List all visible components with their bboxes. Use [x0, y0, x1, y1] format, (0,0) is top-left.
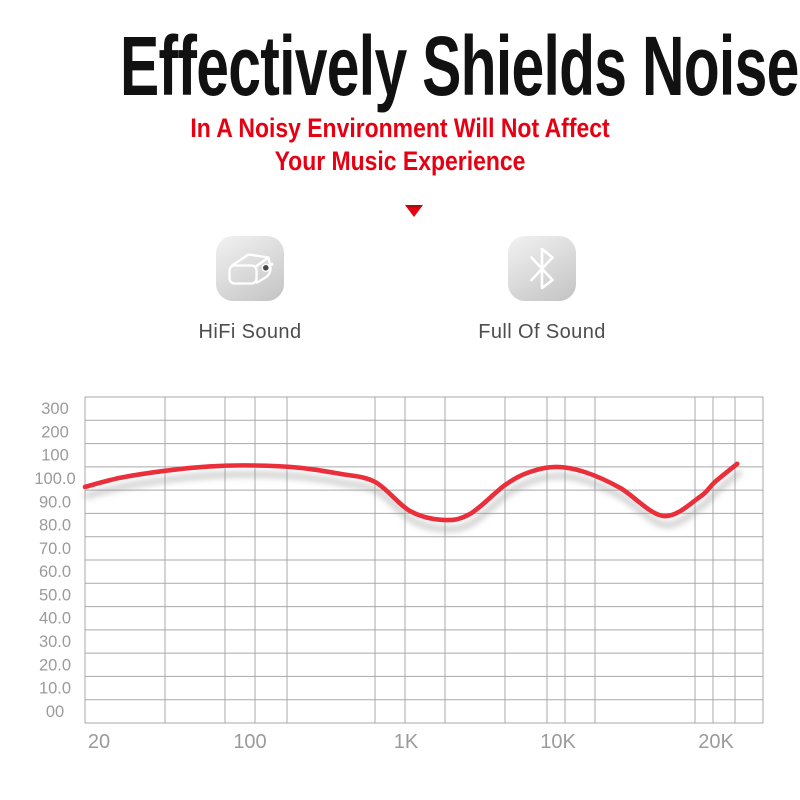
y-tick-label: 70.0 — [39, 540, 71, 558]
feature-full-of-sound: Full Of Sound — [442, 236, 642, 344]
x-tick-label: 100 — [233, 731, 266, 753]
y-tick-label: 80.0 — [39, 517, 71, 535]
y-tick-label: 20.0 — [39, 656, 71, 674]
feature-hifi-sound: HiFi Sound — [150, 236, 350, 344]
y-tick-label: 300 — [41, 400, 69, 418]
x-axis-labels: 20 100 1K 10K 20K — [88, 731, 735, 753]
y-tick-label: 40.0 — [39, 610, 71, 628]
y-axis-labels: 300 200 100 100.0 90.0 80.0 70.0 60.0 50.0 40.0 30… — [34, 400, 75, 721]
y-tick-label: 00 — [46, 703, 64, 721]
y-tick-label: 90.0 — [39, 493, 71, 511]
bluetooth-icon — [508, 236, 576, 301]
curve-shadow — [84, 470, 742, 532]
earbud-driver-icon — [216, 236, 284, 301]
response-curve — [82, 461, 740, 523]
feature-label-hifi-sound: HiFi Sound — [198, 321, 302, 343]
subtitle-line-1: In A Noisy Environment Will Not Affect — [190, 113, 610, 143]
x-tick-label: 1K — [394, 731, 419, 753]
subtitle-line-2: Your Music Experience — [274, 145, 526, 176]
chart-grid — [84, 396, 764, 724]
y-tick-label: 10.0 — [39, 680, 71, 698]
y-tick-label: 50.0 — [39, 586, 71, 604]
down-triangle-icon — [405, 205, 423, 217]
x-tick-label: 20K — [698, 731, 734, 753]
y-tick-label: 60.0 — [39, 563, 71, 581]
x-tick-label: 20 — [88, 731, 110, 753]
bluetooth-glyph — [530, 247, 554, 290]
feature-label-full-of-sound: Full Of Sound — [478, 321, 606, 343]
page-subtitle: In A Noisy Environment Will Not Affect Y… — [60, 112, 740, 178]
y-tick-label: 100 — [41, 447, 69, 465]
y-tick-label: 30.0 — [39, 633, 71, 651]
plot-border — [84, 396, 764, 724]
earbud-driver-glyph — [228, 253, 274, 285]
y-tick-label: 200 — [41, 423, 69, 441]
y-tick-label: 100.0 — [34, 470, 75, 488]
x-tick-label: 10K — [540, 731, 576, 753]
